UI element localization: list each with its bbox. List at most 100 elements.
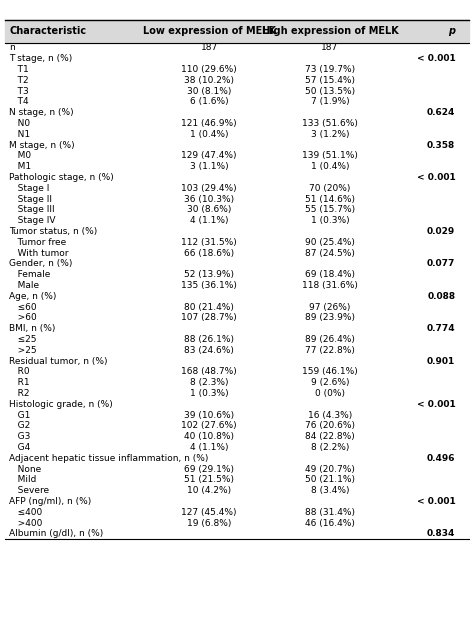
Text: 6 (1.6%): 6 (1.6%) [190,97,228,106]
Text: p: p [448,26,456,36]
Text: 7 (1.9%): 7 (1.9%) [310,97,349,106]
Text: AFP (ng/ml), n (%): AFP (ng/ml), n (%) [9,497,91,506]
Text: Low expression of MELK: Low expression of MELK [143,26,275,36]
Text: 102 (27.6%): 102 (27.6%) [182,422,237,430]
Text: 83 (24.6%): 83 (24.6%) [184,346,234,355]
Text: 88 (26.1%): 88 (26.1%) [184,335,234,344]
Text: 84 (22.8%): 84 (22.8%) [305,432,355,441]
Text: G4: G4 [9,443,31,452]
Text: 52 (13.9%): 52 (13.9%) [184,271,234,279]
Text: 0.358: 0.358 [427,141,456,150]
Text: n: n [9,43,15,53]
Text: Stage III: Stage III [9,206,55,214]
Text: 4 (1.1%): 4 (1.1%) [190,216,228,225]
Text: Female: Female [9,271,51,279]
Text: G3: G3 [9,432,31,441]
Text: M stage, n (%): M stage, n (%) [9,141,75,150]
Text: 133 (51.6%): 133 (51.6%) [302,119,358,128]
Text: 87 (24.5%): 87 (24.5%) [305,249,355,258]
Text: 110 (29.6%): 110 (29.6%) [181,65,237,74]
Text: 89 (26.4%): 89 (26.4%) [305,335,355,344]
Text: G2: G2 [9,422,31,430]
Text: Mild: Mild [9,475,37,485]
Text: >25: >25 [9,346,37,355]
Text: 90 (25.4%): 90 (25.4%) [305,238,355,247]
Text: ≤400: ≤400 [9,508,43,517]
Text: G1: G1 [9,410,31,420]
Bar [5,20,469,43]
Text: 187: 187 [321,43,338,53]
Text: 16 (4.3%): 16 (4.3%) [308,410,352,420]
Text: 0 (0%): 0 (0%) [315,389,345,398]
Text: 73 (19.7%): 73 (19.7%) [305,65,355,74]
Text: Histologic grade, n (%): Histologic grade, n (%) [9,400,113,409]
Text: 3 (1.1%): 3 (1.1%) [190,162,228,171]
Text: 4 (1.1%): 4 (1.1%) [190,443,228,452]
Text: 36 (10.3%): 36 (10.3%) [184,194,234,204]
Text: Characteristic: Characteristic [9,26,87,36]
Text: 8 (3.4%): 8 (3.4%) [310,486,349,495]
Text: 77 (22.8%): 77 (22.8%) [305,346,355,355]
Text: 10 (4.2%): 10 (4.2%) [187,486,231,495]
Text: Stage I: Stage I [9,184,50,193]
Text: Severe: Severe [9,486,49,495]
Text: 139 (51.1%): 139 (51.1%) [302,152,358,160]
Text: Stage IV: Stage IV [9,216,56,225]
Text: T stage, n (%): T stage, n (%) [9,54,73,63]
Text: 135 (36.1%): 135 (36.1%) [181,281,237,290]
Text: 70 (20%): 70 (20%) [309,184,351,193]
Text: Albumin (g/dl), n (%): Albumin (g/dl), n (%) [9,529,104,539]
Text: 40 (10.8%): 40 (10.8%) [184,432,234,441]
Text: Male: Male [9,281,39,290]
Text: T4: T4 [9,97,29,106]
Text: 69 (18.4%): 69 (18.4%) [305,271,355,279]
Text: 51 (21.5%): 51 (21.5%) [184,475,234,485]
Text: 9 (2.6%): 9 (2.6%) [310,378,349,387]
Text: 0.029: 0.029 [427,227,456,236]
Text: T2: T2 [9,76,29,85]
Text: 129 (47.4%): 129 (47.4%) [182,152,237,160]
Text: 1 (0.3%): 1 (0.3%) [190,389,228,398]
Text: 57 (15.4%): 57 (15.4%) [305,76,355,85]
Text: 66 (18.6%): 66 (18.6%) [184,249,234,258]
Text: High expression of MELK: High expression of MELK [262,26,398,36]
Text: 88 (31.4%): 88 (31.4%) [305,508,355,517]
Text: BMI, n (%): BMI, n (%) [9,324,56,333]
Text: ≤25: ≤25 [9,335,37,344]
Text: None: None [9,465,42,474]
Text: 38 (10.2%): 38 (10.2%) [184,76,234,85]
Text: < 0.001: < 0.001 [417,497,456,506]
Text: 89 (23.9%): 89 (23.9%) [305,313,355,322]
Text: N0: N0 [9,119,30,128]
Text: M0: M0 [9,152,31,160]
Text: 3 (1.2%): 3 (1.2%) [310,130,349,139]
Text: 49 (20.7%): 49 (20.7%) [305,465,355,474]
Text: 69 (29.1%): 69 (29.1%) [184,465,234,474]
Text: 127 (45.4%): 127 (45.4%) [182,508,237,517]
Text: 0.834: 0.834 [427,529,456,539]
Text: 112 (31.5%): 112 (31.5%) [181,238,237,247]
Text: 159 (46.1%): 159 (46.1%) [302,368,358,376]
Text: 0.624: 0.624 [427,108,456,117]
Text: With tumor: With tumor [9,249,69,258]
Text: 97 (26%): 97 (26%) [309,303,351,311]
Text: < 0.001: < 0.001 [417,173,456,182]
Text: R1: R1 [9,378,30,387]
Text: 8 (2.3%): 8 (2.3%) [190,378,228,387]
Text: 0.088: 0.088 [427,292,456,301]
Text: 0.901: 0.901 [427,357,456,366]
Text: Age, n (%): Age, n (%) [9,292,57,301]
Text: 168 (48.7%): 168 (48.7%) [181,368,237,376]
Text: 46 (16.4%): 46 (16.4%) [305,519,355,527]
Text: 1 (0.3%): 1 (0.3%) [310,216,349,225]
Text: Stage II: Stage II [9,194,53,204]
Text: >60: >60 [9,313,37,322]
Text: 8 (2.2%): 8 (2.2%) [311,443,349,452]
Text: 107 (28.7%): 107 (28.7%) [181,313,237,322]
Text: M1: M1 [9,162,31,171]
Text: 39 (10.6%): 39 (10.6%) [184,410,234,420]
Text: T1: T1 [9,65,29,74]
Text: 80 (21.4%): 80 (21.4%) [184,303,234,311]
Text: >400: >400 [9,519,43,527]
Text: Tumor status, n (%): Tumor status, n (%) [9,227,98,236]
